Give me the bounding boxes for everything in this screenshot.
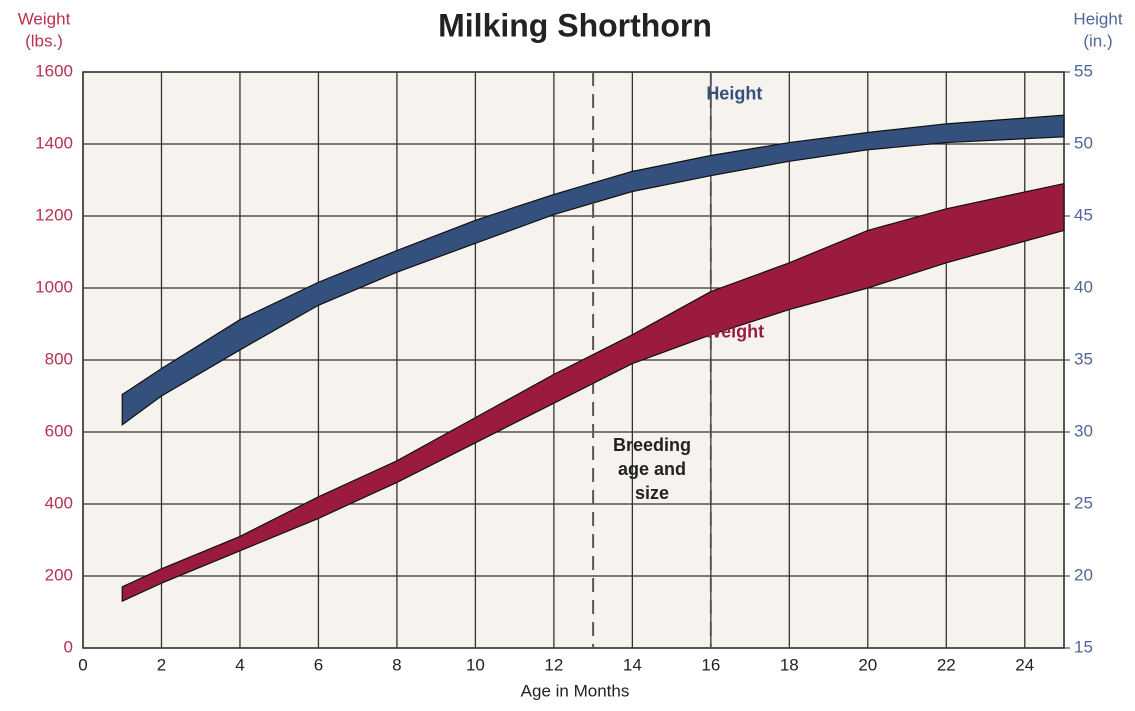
y-tick-label: 1200 — [35, 205, 73, 224]
x-tick-label: 10 — [466, 655, 485, 674]
y-axis-label: (lbs.) — [25, 31, 63, 50]
x-tick-label: 20 — [858, 655, 877, 674]
band — [121, 182, 1065, 603]
y-tick-label: 1600 — [35, 61, 73, 80]
y-tick-label: 0 — [64, 637, 73, 656]
x-axis-label: Age in Months — [521, 681, 630, 700]
y-tick-label: 800 — [45, 349, 73, 368]
y2-tick-label: 50 — [1074, 133, 1093, 152]
annotation: Breeding — [613, 435, 691, 455]
y2-axis-label: Height — [1073, 9, 1122, 28]
x-tick-label: 12 — [544, 655, 563, 674]
x-tick-label: 16 — [701, 655, 720, 674]
y-axis-label: Weight — [18, 9, 71, 28]
y-tick-label: 600 — [45, 421, 73, 440]
x-tick-label: 4 — [235, 655, 244, 674]
x-tick-label: 6 — [314, 655, 323, 674]
x-tick-label: 0 — [78, 655, 87, 674]
band — [121, 114, 1065, 426]
y2-tick-label: 25 — [1074, 493, 1093, 512]
y-tick-label: 1000 — [35, 277, 73, 296]
x-tick-label: 2 — [157, 655, 166, 674]
annotation: size — [635, 483, 669, 503]
y2-tick-label: 45 — [1074, 205, 1093, 224]
series-label: Height — [706, 83, 762, 103]
annotation: age and — [618, 459, 686, 479]
y2-tick-label: 35 — [1074, 349, 1093, 368]
y-tick-label: 1400 — [35, 133, 73, 152]
y-tick-label: 200 — [45, 565, 73, 584]
y2-tick-label: 30 — [1074, 421, 1093, 440]
x-tick-label: 24 — [1015, 655, 1034, 674]
x-tick-label: 22 — [937, 655, 956, 674]
x-tick-label: 8 — [392, 655, 401, 674]
x-tick-label: 18 — [780, 655, 799, 674]
chart-title: Milking Shorthorn — [438, 7, 712, 43]
y2-tick-label: 55 — [1074, 61, 1093, 80]
y2-tick-label: 40 — [1074, 277, 1093, 296]
series-label: Weight — [704, 322, 764, 342]
y2-tick-label: 15 — [1074, 637, 1093, 656]
y2-tick-label: 20 — [1074, 565, 1093, 584]
y2-axis-label: (in.) — [1083, 31, 1112, 50]
y-tick-label: 400 — [45, 493, 73, 512]
x-tick-label: 14 — [623, 655, 642, 674]
